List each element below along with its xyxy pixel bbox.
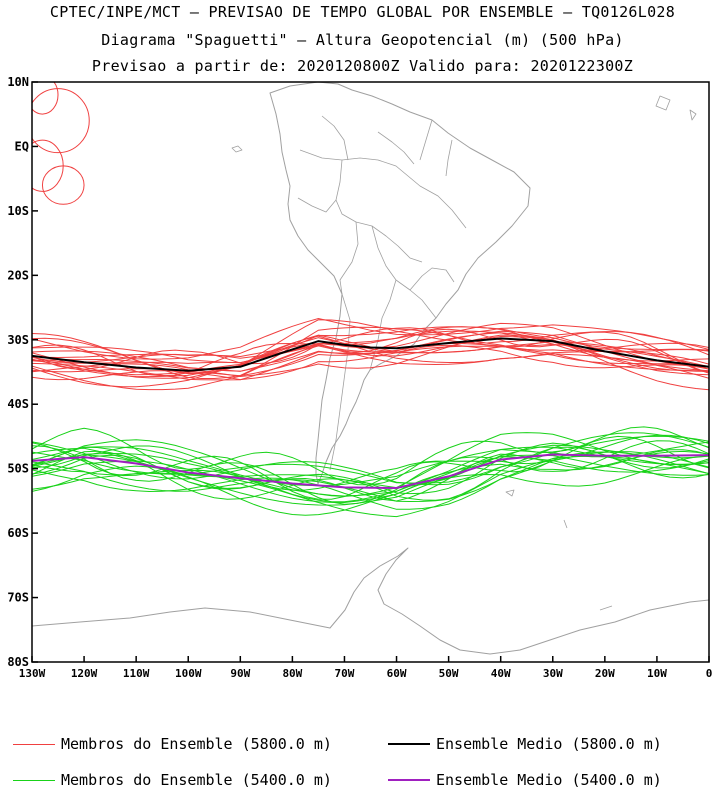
spaghetti-map: 10N EQ 10S 20S 30S 40S 50S 60S 70S 80S 130W 120W 11… — [7, 75, 713, 680]
legend-green-members: Membros do Ensemble (5400.0 m) — [13, 771, 332, 789]
legend-green-swatch — [13, 779, 55, 781]
ensemble-mean-5800-line — [32, 337, 709, 372]
lon-label: 0 — [706, 667, 713, 680]
lon-label: 80W — [282, 667, 302, 680]
legend-red-swatch — [13, 743, 55, 745]
map-background — [32, 82, 709, 662]
latitude-axis: 10N EQ 10S 20S 30S 40S 50S 60S 70S 80S — [7, 75, 38, 669]
title-line-3: Previsao a partir de: 2020120800Z Valido… — [91, 57, 634, 75]
green-member-line — [32, 434, 709, 491]
legend-purple-mean: Ensemble Medio (5400.0 m) — [388, 771, 662, 789]
title-line-2: Diagrama "Spaguetti" — Altura Geopotenci… — [101, 31, 624, 49]
lon-label: 30W — [543, 667, 563, 680]
lat-label: EQ — [15, 139, 29, 153]
lat-label: 50S — [7, 462, 29, 476]
red-member-line — [32, 334, 709, 391]
lon-label: 120W — [71, 667, 98, 680]
legend-purple-swatch — [388, 779, 430, 781]
red-member-line — [32, 328, 709, 377]
lat-label: 40S — [7, 397, 29, 411]
red-member-line — [32, 330, 709, 372]
lon-label: 130W — [19, 667, 46, 680]
red-member-loop — [32, 88, 90, 154]
title-line-1: CPTEC/INPE/MCT — PREVISAO DE TEMPO GLOBA… — [49, 3, 676, 21]
red-member-line — [32, 345, 709, 391]
lon-label: 100W — [175, 667, 202, 680]
south-america-coastline — [269, 82, 531, 485]
lon-label: 70W — [335, 667, 355, 680]
lon-label: 60W — [387, 667, 407, 680]
lon-label: 10W — [647, 667, 667, 680]
red-member-line — [32, 317, 709, 360]
green-member-line — [32, 444, 709, 489]
lat-label: 80S — [7, 655, 29, 669]
red-member-line — [32, 326, 709, 364]
lat-label: 30S — [7, 333, 29, 347]
red-member-loop — [41, 165, 85, 205]
longitude-axis: 130W 120W 110W 100W 90W 80W 70W 60W 50W 40W 30W 20W… — [19, 656, 713, 680]
lon-label: 90W — [230, 667, 250, 680]
legend-green-label: Membros do Ensemble (5400.0 m) — [61, 771, 332, 789]
antarctica-coastline — [32, 547, 709, 655]
lon-label: 20W — [595, 667, 615, 680]
lon-label: 50W — [439, 667, 459, 680]
legend-purple-label: Ensemble Medio (5400.0 m) — [436, 771, 662, 789]
green-member-line — [32, 440, 709, 505]
plot-frame — [31, 81, 710, 663]
lat-label: 10S — [7, 204, 29, 218]
red-member-loop — [32, 82, 59, 115]
lon-label: 110W — [123, 667, 150, 680]
lon-label: 40W — [491, 667, 511, 680]
red-member-line — [32, 319, 709, 375]
lat-label: 70S — [7, 591, 29, 605]
legend-red-label: Membros do Ensemble (5800.0 m) — [61, 735, 332, 753]
ensemble-lines — [32, 82, 709, 518]
red-member-line — [32, 335, 709, 376]
ensemble-mean-5400-line — [32, 453, 709, 490]
green-member-line — [32, 451, 709, 503]
legend-red-members: Membros do Ensemble (5800.0 m) — [13, 735, 332, 753]
legend-black-label: Ensemble Medio (5800.0 m) — [436, 735, 662, 753]
island-outlines — [231, 95, 697, 611]
legend-black-swatch — [388, 743, 430, 745]
green-member-line — [32, 455, 709, 516]
legend-black-mean: Ensemble Medio (5800.0 m) — [388, 735, 662, 753]
red-member-line — [32, 326, 709, 363]
red-member-line — [32, 344, 709, 381]
green-member-line — [32, 456, 709, 504]
lat-label: 20S — [7, 268, 29, 282]
lat-label: 10N — [7, 75, 29, 89]
red-member-line — [32, 330, 709, 372]
lat-label: 60S — [7, 526, 29, 540]
